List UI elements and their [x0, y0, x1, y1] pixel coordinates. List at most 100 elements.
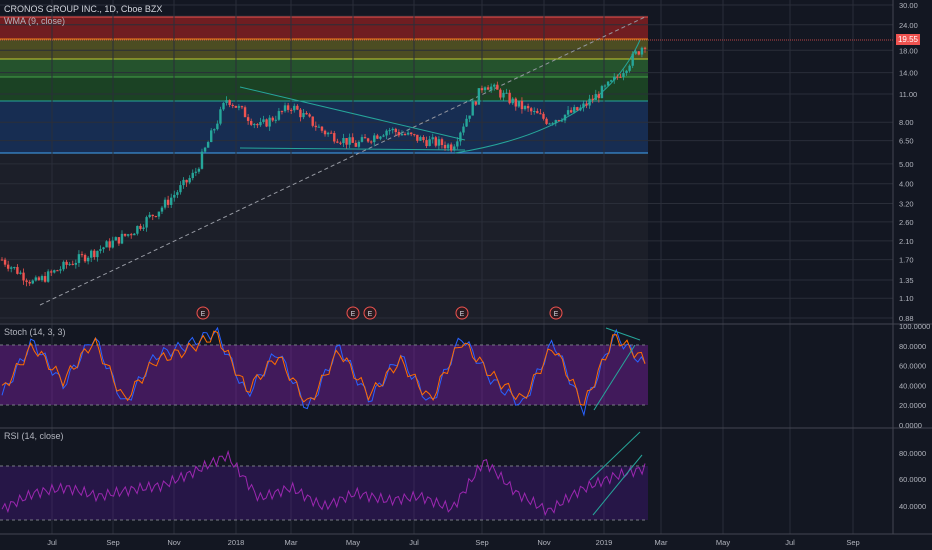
candle-body [90, 250, 93, 258]
stoch-tick-label: 100.0000 [899, 322, 930, 331]
candle-body [379, 136, 382, 139]
candle-body [280, 111, 284, 113]
candle-body [120, 233, 124, 244]
candle-body [83, 254, 87, 262]
candle-body [225, 100, 228, 103]
candle-body [99, 249, 102, 251]
candle-body [397, 132, 401, 136]
symbol-title: CRONOS GROUP INC., 1D, Cboe BZX [4, 4, 163, 14]
candle-body [357, 141, 361, 147]
price-tick-label: 0.88 [899, 314, 914, 323]
candle-body [19, 272, 22, 274]
candle-body [56, 270, 59, 272]
candle-body [369, 141, 373, 143]
earnings-marker[interactable] [549, 306, 563, 320]
candle-body [219, 109, 222, 124]
candle-body [569, 110, 573, 113]
rsi-line [1, 449, 646, 517]
candle-body [480, 88, 484, 91]
candle-body [366, 138, 370, 142]
earnings-marker[interactable] [196, 306, 210, 320]
candle-body [22, 272, 25, 281]
time-tick-label: Mar [285, 538, 298, 547]
candle-body [591, 98, 594, 100]
candle-body [0, 259, 4, 261]
parabolic-curve [454, 39, 641, 154]
price-tick-label: 1.35 [899, 276, 914, 285]
candle-body [237, 106, 241, 108]
candle-body [148, 214, 151, 218]
rsi-line-group [1, 449, 646, 517]
rsi-tick-label: 80.0000 [899, 449, 926, 458]
earnings-marker[interactable] [363, 306, 377, 320]
candle-body [373, 135, 376, 143]
earnings-marker-label: E [460, 311, 465, 318]
candle-body [517, 100, 521, 107]
candle-body [68, 263, 71, 265]
candle-body [514, 98, 517, 107]
candle-body [10, 267, 13, 269]
price-tick-label: 1.10 [899, 294, 914, 303]
candle-body [86, 257, 90, 262]
time-tick-label: Jul [409, 538, 419, 547]
candle-body [314, 125, 318, 128]
price-tick-label: 1.70 [899, 256, 914, 265]
candle-body [80, 254, 84, 256]
candle-body [403, 134, 407, 136]
candle-body [74, 262, 78, 265]
candle-body [203, 147, 207, 152]
candle-body [111, 240, 114, 248]
candle-body [585, 103, 588, 106]
candle-body [597, 94, 601, 99]
candle-body [274, 119, 278, 121]
candle-body [53, 270, 56, 273]
candle-body [446, 144, 450, 149]
candle-body [557, 120, 561, 122]
time-tick-label: Sep [106, 538, 119, 547]
time-tick-label: Sep [475, 538, 488, 547]
candle-body [62, 261, 65, 270]
time-tick-label: Sep [846, 538, 859, 547]
price-tick-label: 11.00 [899, 90, 917, 99]
candle-body [93, 250, 96, 258]
fib-band-blue [0, 101, 648, 153]
candle-body [431, 137, 434, 140]
candle-body [616, 76, 619, 78]
candle-body [197, 168, 201, 172]
fib-band-olive [0, 39, 648, 59]
candle-body [643, 47, 647, 49]
candle-body [130, 234, 133, 236]
candle-body [563, 114, 567, 121]
candle-body [560, 120, 564, 122]
stoch-tick-label: 80.0000 [899, 342, 926, 351]
candle-body [259, 121, 262, 126]
candle-body [625, 70, 628, 74]
candle-body [483, 87, 487, 91]
earnings-marker[interactable] [346, 306, 360, 320]
candle-body [160, 207, 164, 212]
candle-body [465, 118, 468, 127]
candle-body [471, 101, 474, 116]
stoch-tick-label: 0.0000 [899, 421, 922, 430]
candle-body [246, 117, 250, 121]
candle-body [179, 185, 182, 193]
candle-body [385, 130, 388, 136]
triangle-upper [239, 86, 466, 141]
candle-body [139, 225, 142, 229]
rsi-tick-label: 60.0000 [899, 475, 926, 484]
time-tick-label: Nov [167, 538, 181, 547]
candle-body [428, 139, 431, 147]
fib-lines [0, 16, 648, 154]
candle-body [579, 107, 582, 111]
candle-body [102, 247, 105, 250]
candle-body [163, 199, 167, 208]
candle-body [250, 120, 253, 125]
time-tick-label: 2018 [228, 538, 245, 547]
candle-body [133, 233, 136, 236]
candle-body [449, 144, 453, 151]
candle-body [462, 126, 465, 133]
candle-body [348, 137, 351, 145]
earnings-marker[interactable] [455, 306, 469, 320]
candle-body [354, 142, 358, 147]
